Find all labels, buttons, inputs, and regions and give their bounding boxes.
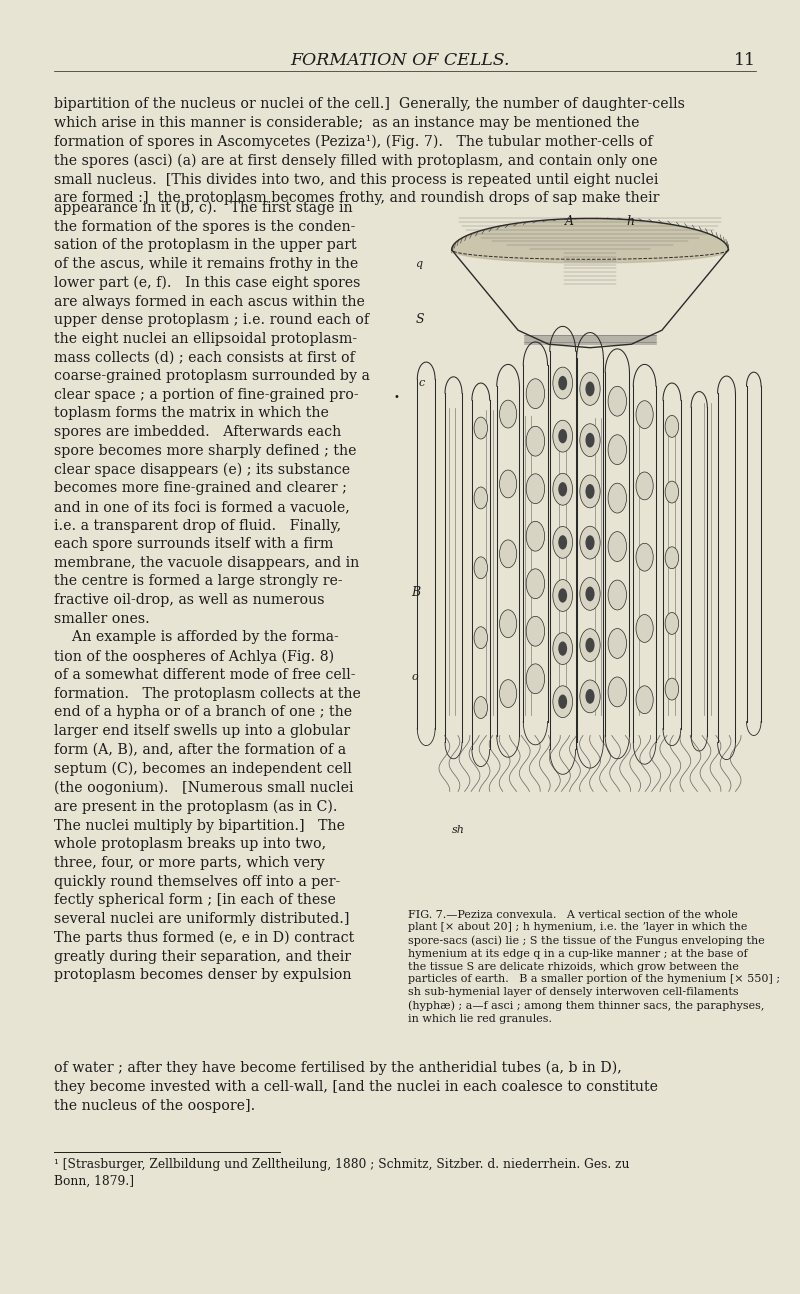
Circle shape <box>474 626 487 648</box>
Circle shape <box>636 615 654 642</box>
Circle shape <box>499 470 517 498</box>
Circle shape <box>474 487 487 509</box>
Circle shape <box>580 475 600 507</box>
Circle shape <box>553 580 573 611</box>
Circle shape <box>553 686 573 718</box>
Circle shape <box>608 677 626 707</box>
Text: bipartition of the nucleus or nuclei of the cell.]  Generally, the number of dau: bipartition of the nucleus or nuclei of … <box>54 97 686 206</box>
Circle shape <box>526 664 545 694</box>
Bar <box>408 204 772 903</box>
Text: sh: sh <box>452 826 465 836</box>
Circle shape <box>665 678 678 700</box>
Circle shape <box>580 577 600 611</box>
Circle shape <box>665 481 678 503</box>
Circle shape <box>580 423 600 457</box>
Circle shape <box>586 382 594 396</box>
Circle shape <box>586 484 594 498</box>
Circle shape <box>526 521 545 551</box>
Circle shape <box>526 616 545 646</box>
Circle shape <box>558 430 567 444</box>
Text: h: h <box>626 215 634 229</box>
Circle shape <box>586 432 594 448</box>
Circle shape <box>636 543 654 571</box>
Circle shape <box>586 638 594 652</box>
Text: o: o <box>412 672 418 682</box>
Circle shape <box>636 686 654 714</box>
Circle shape <box>665 415 678 437</box>
Circle shape <box>558 536 567 550</box>
Circle shape <box>558 695 567 709</box>
Circle shape <box>558 642 567 656</box>
Circle shape <box>586 688 594 704</box>
Circle shape <box>608 483 626 512</box>
Circle shape <box>580 629 600 661</box>
Circle shape <box>499 540 517 568</box>
Text: A: A <box>565 215 574 229</box>
Circle shape <box>553 421 573 452</box>
Circle shape <box>474 417 487 439</box>
Circle shape <box>553 633 573 665</box>
Text: B: B <box>412 586 421 599</box>
Text: •: • <box>394 392 399 402</box>
Text: FORMATION OF CELLS.: FORMATION OF CELLS. <box>290 52 510 69</box>
Circle shape <box>553 367 573 399</box>
Text: c: c <box>419 378 425 388</box>
Circle shape <box>580 373 600 405</box>
Circle shape <box>608 580 626 609</box>
Circle shape <box>636 401 654 428</box>
Circle shape <box>608 435 626 465</box>
Text: FIG. 7.—Peziza convexula.   A vertical section of the whole
plant [× about 20] ;: FIG. 7.—Peziza convexula. A vertical sec… <box>408 910 780 1024</box>
Circle shape <box>586 586 594 602</box>
Text: q: q <box>415 259 422 269</box>
Text: appearance in it (b, c).   The first stage in
the formation of the spores is the: appearance in it (b, c). The first stage… <box>54 201 370 982</box>
Circle shape <box>580 527 600 559</box>
Circle shape <box>558 589 567 603</box>
Circle shape <box>526 379 545 409</box>
Text: ¹ [Strasburger, Zellbildung und Zelltheilung, 1880 ; Schmitz, Sitzber. d. nieder: ¹ [Strasburger, Zellbildung und Zellthei… <box>54 1158 630 1188</box>
Text: of water ; after they have become fertilised by the antheridial tubes (a, b in D: of water ; after they have become fertil… <box>54 1061 658 1113</box>
Circle shape <box>558 375 567 391</box>
Circle shape <box>608 532 626 562</box>
Circle shape <box>526 474 545 503</box>
Circle shape <box>580 679 600 713</box>
Circle shape <box>665 612 678 634</box>
Circle shape <box>553 527 573 558</box>
Circle shape <box>553 474 573 505</box>
Text: S: S <box>415 313 424 326</box>
Circle shape <box>499 400 517 428</box>
Circle shape <box>474 556 487 578</box>
Circle shape <box>526 569 545 599</box>
Circle shape <box>526 426 545 455</box>
Circle shape <box>636 472 654 499</box>
Circle shape <box>558 483 567 497</box>
Circle shape <box>499 679 517 708</box>
Circle shape <box>608 629 626 659</box>
Text: 11: 11 <box>734 52 756 69</box>
Circle shape <box>499 609 517 638</box>
Circle shape <box>586 536 594 550</box>
Circle shape <box>474 696 487 718</box>
Circle shape <box>665 547 678 568</box>
Circle shape <box>608 387 626 417</box>
